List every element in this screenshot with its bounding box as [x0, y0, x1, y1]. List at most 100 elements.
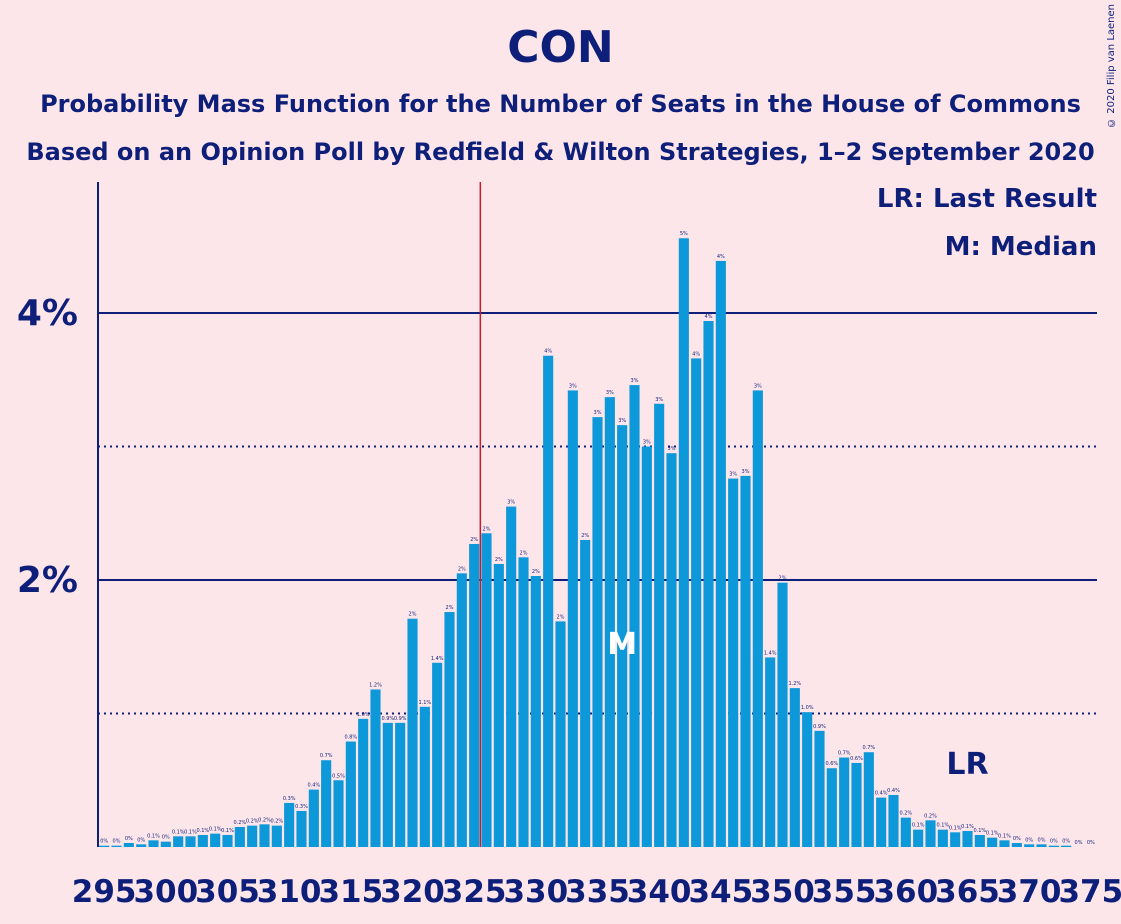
bar-label-353: 0.9% — [813, 724, 826, 730]
bar-label-363: 0.1% — [936, 823, 949, 829]
bar-seat-307 — [247, 825, 258, 847]
bar-label-362: 0.2% — [924, 813, 937, 819]
bar-label-300: 0% — [162, 835, 170, 841]
bar-seat-343 — [691, 358, 702, 847]
bar-seat-341 — [666, 453, 677, 847]
bar-seat-362 — [925, 820, 936, 847]
x-tick-label: 310 — [257, 874, 322, 910]
bar-label-349: 1.4% — [764, 650, 777, 656]
bar-seat-322 — [432, 662, 443, 847]
bar-label-337: 3% — [618, 418, 626, 424]
bar-label-312: 0.4% — [307, 783, 320, 789]
bar-seat-363 — [937, 829, 948, 847]
bar-label-313: 0.7% — [320, 753, 333, 759]
bar-seat-305 — [222, 834, 233, 847]
bar-label-334: 2% — [581, 533, 589, 539]
bar-label-324: 2% — [458, 566, 466, 572]
bar-label-297: 0% — [125, 836, 133, 842]
bar-label-368: 0.1% — [998, 833, 1011, 839]
bar-label-331: 4% — [544, 349, 552, 355]
bar-seat-372 — [1048, 845, 1059, 847]
bar-label-336: 3% — [606, 390, 614, 396]
x-tick-label: 330 — [503, 874, 568, 910]
bar-seat-332 — [555, 621, 566, 847]
bar-seat-353 — [814, 730, 825, 847]
bar-seat-349 — [765, 657, 776, 847]
bar-label-355: 0.7% — [838, 751, 851, 757]
bar-label-344: 4% — [705, 314, 713, 320]
bar-label-299: 0.1% — [147, 833, 160, 839]
bar-label-360: 0.2% — [899, 811, 912, 817]
bar-seat-340 — [654, 403, 665, 847]
bar-seat-326 — [481, 533, 492, 847]
bar-label-301: 0.1% — [172, 829, 185, 835]
bar-seat-344 — [703, 321, 714, 847]
bar-label-333: 3% — [569, 383, 577, 389]
bar-seat-297 — [123, 842, 134, 847]
bar-label-330: 2% — [532, 569, 540, 575]
chart-title: CON — [507, 22, 614, 73]
bar-label-327: 2% — [495, 557, 503, 563]
bar-label-320: 2% — [409, 612, 417, 618]
bar-seat-358 — [876, 797, 887, 847]
chart-subtitle-1: Probability Mass Function for the Number… — [40, 90, 1081, 118]
bar-seat-346 — [728, 478, 739, 847]
bar-label-342: 5% — [680, 231, 688, 237]
bar-seat-301 — [173, 836, 184, 847]
bar-seat-298 — [136, 844, 147, 847]
bar-label-366: 0.1% — [973, 828, 986, 834]
bar-seat-300 — [160, 841, 171, 847]
bar-seat-303 — [197, 834, 208, 847]
bar-seat-366 — [974, 834, 985, 847]
bar-seat-338 — [629, 385, 640, 847]
bar-label-370: 0% — [1025, 837, 1033, 843]
bar-seat-310 — [284, 802, 295, 847]
bar-seat-315 — [345, 741, 356, 847]
bar-seat-319 — [395, 722, 406, 847]
bar-seat-302 — [185, 836, 196, 847]
bar-label-373: 0% — [1062, 839, 1070, 845]
bar-label-314: 0.5% — [332, 773, 345, 779]
x-tick-label: 325 — [442, 874, 507, 910]
bar-seat-354 — [826, 768, 837, 847]
x-tick-label: 305 — [195, 874, 260, 910]
bar-seat-327 — [493, 563, 504, 847]
bar-seat-312 — [308, 789, 319, 847]
bar-seat-337 — [617, 425, 628, 847]
bar-label-357: 0.7% — [862, 745, 875, 751]
bar-label-374: 0% — [1075, 840, 1083, 846]
y-tick-label: 2% — [17, 560, 78, 601]
bar-seat-351 — [789, 688, 800, 847]
bar-seat-371 — [1036, 844, 1047, 847]
bar-seat-373 — [1061, 845, 1072, 847]
x-tick-label: 360 — [873, 874, 938, 910]
bar-label-332: 2% — [557, 614, 565, 620]
bar-label-339: 3% — [643, 440, 651, 446]
bar-seat-370 — [1024, 844, 1035, 847]
bar-seat-323 — [444, 612, 455, 847]
bar-label-367: 0.1% — [986, 831, 999, 837]
bar-seat-320 — [407, 618, 418, 847]
x-tick-label: 365 — [935, 874, 1000, 910]
bar-label-304: 0.1% — [209, 827, 222, 833]
bar-seat-355 — [839, 757, 850, 847]
x-tick-label: 335 — [565, 874, 630, 910]
bar-seat-335 — [592, 417, 603, 847]
bar-label-364: 0.1% — [949, 825, 962, 831]
bar-label-340: 3% — [655, 397, 663, 403]
bar-label-316: 1.0% — [357, 712, 370, 718]
bar-seat-369 — [1011, 842, 1022, 847]
bar-label-348: 3% — [754, 383, 762, 389]
bar-seat-328 — [506, 506, 517, 847]
bar-label-323: 2% — [446, 605, 454, 611]
bar-seat-331 — [543, 355, 554, 847]
y-tick-label: 4% — [17, 293, 78, 334]
bar-label-365: 0.1% — [961, 824, 974, 830]
bar-label-317: 1.2% — [369, 682, 382, 688]
x-tick-label: 355 — [812, 874, 877, 910]
x-tick-label: 340 — [627, 874, 692, 910]
bar-label-341: 3% — [668, 446, 676, 452]
bar-label-345: 4% — [717, 254, 725, 260]
bar-seat-299 — [148, 840, 159, 847]
legend-median: M: Median — [944, 232, 1097, 262]
